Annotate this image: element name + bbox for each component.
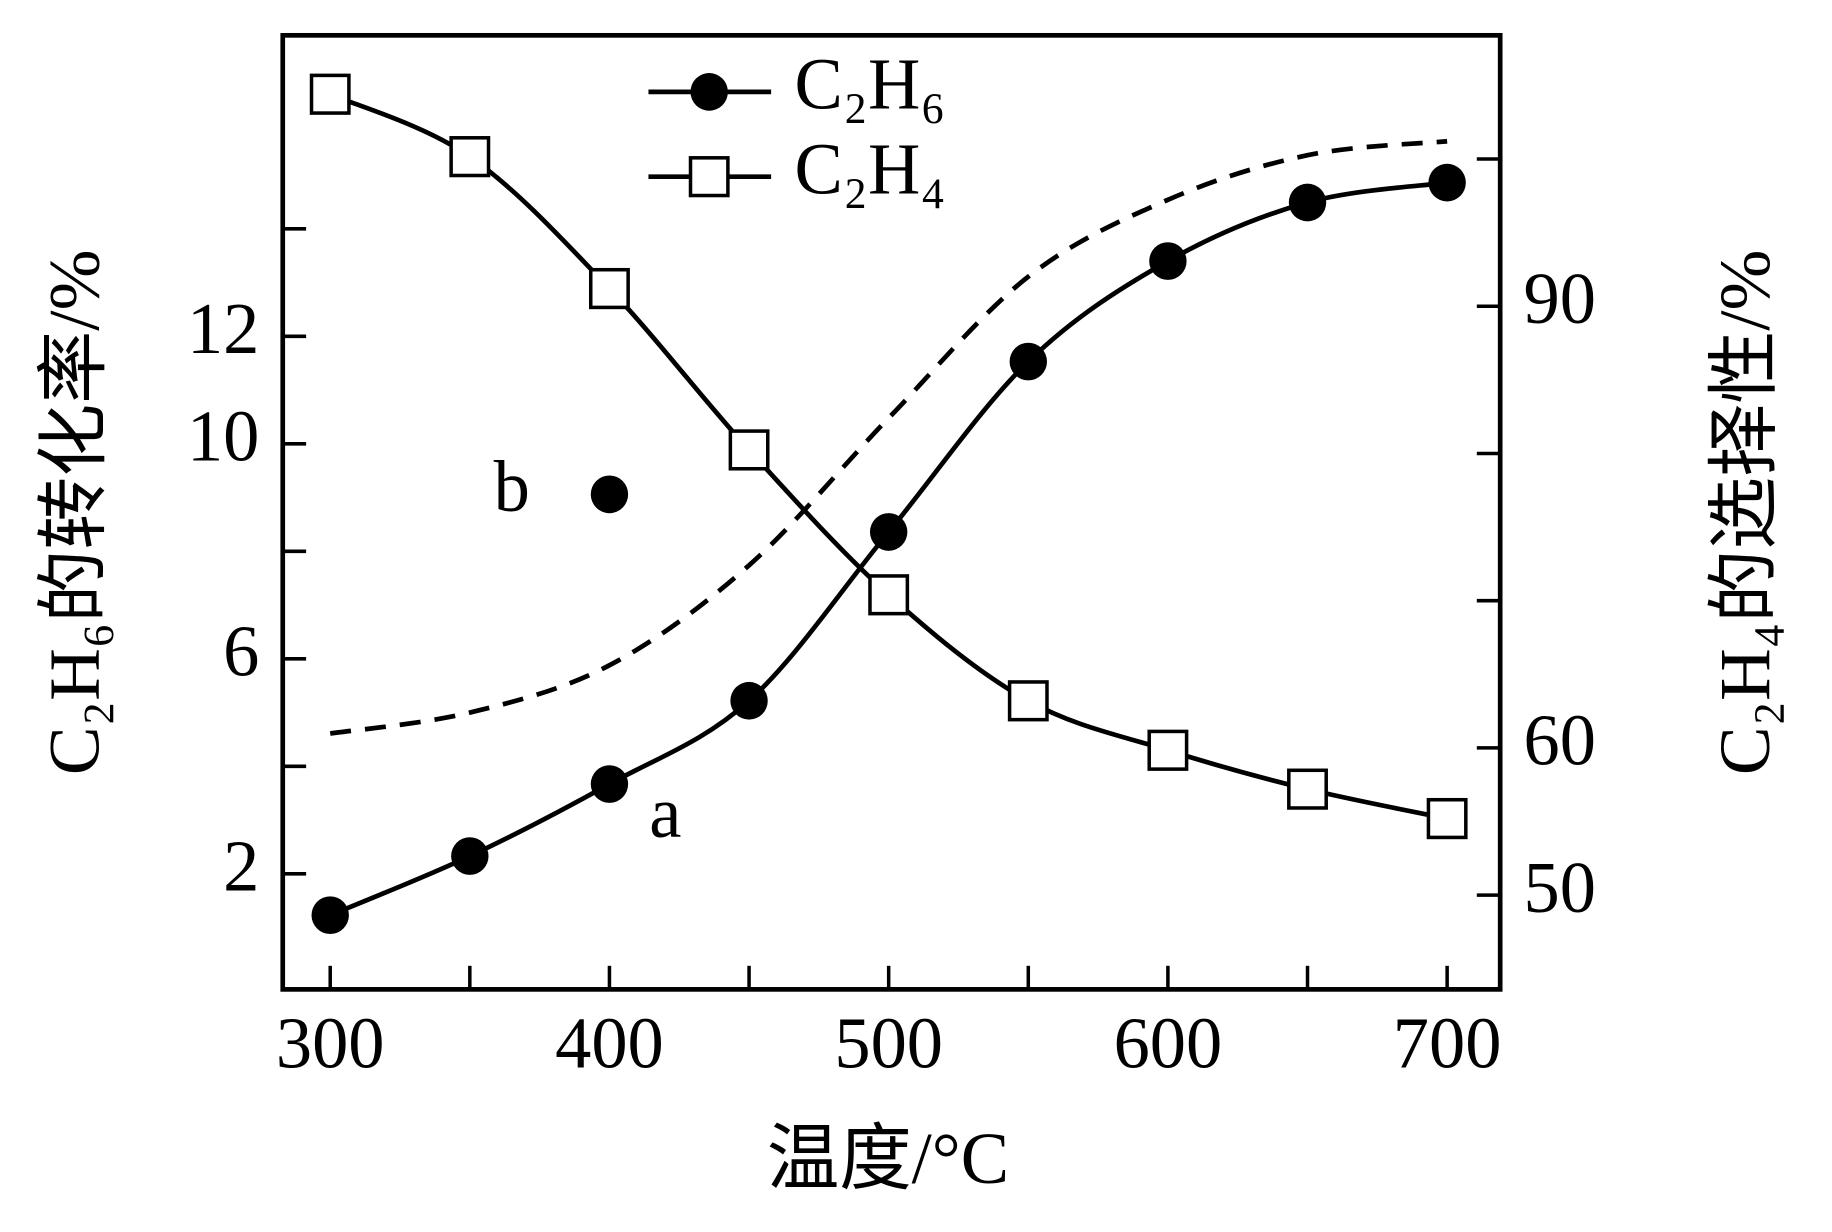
point-marker [869, 513, 908, 551]
y-tick-label: 6 [223, 610, 259, 691]
legend-marker [688, 156, 730, 198]
point-marker [588, 267, 630, 310]
point-marker [1288, 183, 1327, 222]
point-marker [1287, 768, 1328, 810]
point-marker [1426, 797, 1468, 840]
y2-tick-label: 90 [1524, 258, 1596, 339]
legend-label: C₂H₄ [794, 128, 945, 209]
point-marker [728, 429, 770, 471]
point-marker [1009, 342, 1047, 381]
series-line [329, 138, 1448, 736]
point-marker [590, 765, 629, 803]
annotation: a [649, 772, 681, 853]
point-marker [730, 681, 768, 720]
point-marker [1147, 729, 1189, 771]
y-axis-label: C₂H₆的转化率/% [34, 250, 115, 775]
y-tick-label: 10 [187, 395, 259, 476]
x-tick-label: 300 [276, 1002, 385, 1083]
point [590, 475, 629, 514]
point-marker [1007, 680, 1049, 722]
y2-axis-label: C₂H₄的选择性/% [1704, 250, 1785, 775]
x-tick-label: 500 [834, 1002, 943, 1083]
point-marker [451, 837, 489, 875]
point-marker [1149, 242, 1187, 280]
point-marker [1428, 163, 1466, 202]
point-marker [449, 136, 491, 178]
y2-tick-label: 60 [1524, 699, 1596, 780]
x-tick-label: 700 [1393, 1002, 1502, 1083]
point-marker [311, 896, 349, 935]
y-tick-label: 2 [223, 825, 259, 906]
legend-label: C₂H₆ [794, 43, 945, 124]
point-marker [309, 73, 351, 115]
y2-tick-label: 50 [1524, 847, 1596, 928]
plot-frame [280, 32, 1503, 992]
y-tick-label: 12 [187, 288, 259, 369]
x-tick-label: 600 [1114, 1002, 1223, 1083]
annotation: b [494, 446, 530, 527]
point-marker [868, 574, 910, 616]
x-axis-label: 温度/°C [767, 1118, 1009, 1199]
legend-marker [690, 73, 728, 111]
x-tick-label: 400 [555, 1002, 664, 1083]
